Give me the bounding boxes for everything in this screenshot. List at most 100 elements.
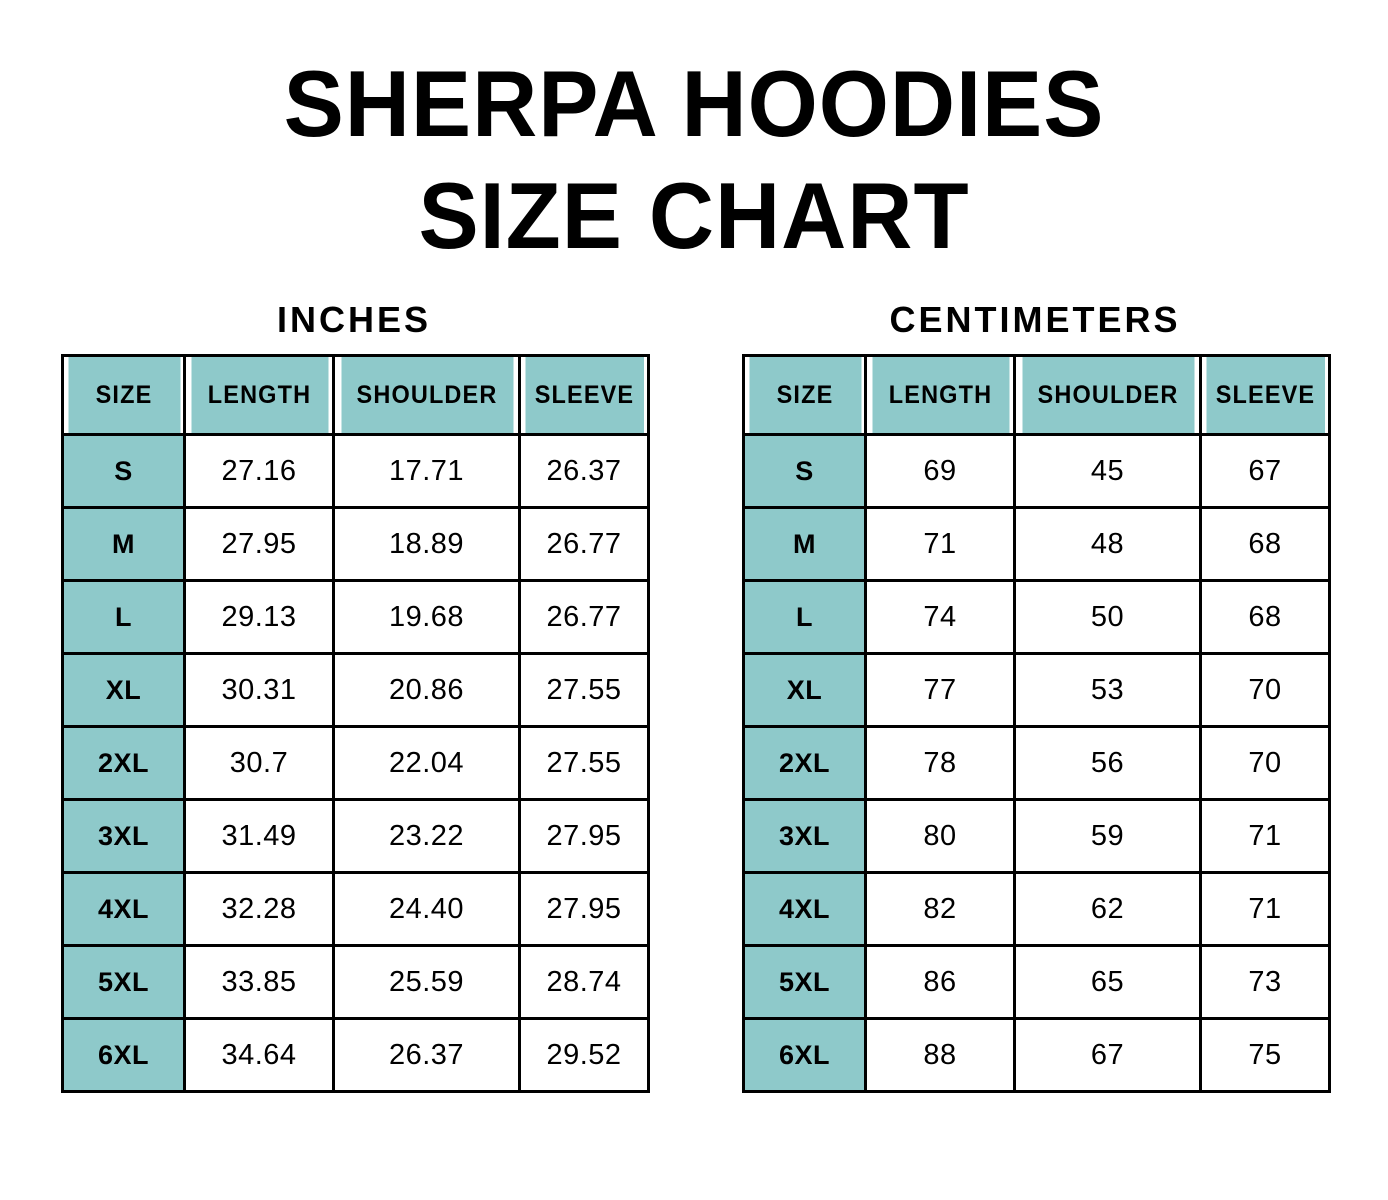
column-header-shoulder: SHOULDER — [337, 354, 516, 436]
table-row: 4XL 32.28 24.40 27.95 — [61, 871, 650, 947]
measurement-cell: 22.04 — [332, 725, 521, 801]
measurement-cell: 33.85 — [183, 944, 335, 1020]
measurement-cell: 48 — [1013, 506, 1202, 582]
table-row: L 29.13 19.68 26.77 — [61, 579, 650, 655]
size-label-cell: L — [742, 579, 867, 655]
table-row: 2XL 30.7 22.04 27.55 — [61, 725, 650, 801]
measurement-cell: 71 — [1199, 798, 1331, 874]
measurement-cell: 24.40 — [332, 871, 521, 947]
column-header-sleeve: SLEEVE — [1202, 354, 1328, 436]
measurement-cell: 62 — [1013, 871, 1202, 947]
section-label-centimeters: CENTIMETERS — [889, 299, 1181, 340]
column-header-sleeve: SLEEVE — [521, 354, 647, 436]
measurement-cell: 30.31 — [183, 652, 335, 728]
size-label-cell: S — [61, 433, 186, 509]
measurement-cell: 70 — [1199, 725, 1331, 801]
table-row: 3XL 80 59 71 — [742, 798, 1331, 874]
size-table-centimeters: SIZE LENGTH SHOULDER SLEEVE S 69 45 67 M 71 48… — [742, 354, 1331, 1093]
size-label-cell: L — [61, 579, 186, 655]
measurement-cell: 26.77 — [518, 506, 650, 582]
measurement-cell: 74 — [864, 579, 1016, 655]
measurement-cell: 50 — [1013, 579, 1202, 655]
size-label-cell: 2XL — [742, 725, 867, 801]
title-line-2: SIZE CHART — [418, 163, 970, 268]
measurement-cell: 77 — [864, 652, 1016, 728]
measurement-cell: 78 — [864, 725, 1016, 801]
column-header-size: SIZE — [64, 354, 183, 436]
measurement-cell: 27.55 — [518, 652, 650, 728]
measurement-cell: 26.37 — [332, 1017, 521, 1093]
measurement-cell: 68 — [1199, 579, 1331, 655]
measurement-cell: 65 — [1013, 944, 1202, 1020]
measurement-cell: 18.89 — [332, 506, 521, 582]
measurement-cell: 27.55 — [518, 725, 650, 801]
measurement-cell: 80 — [864, 798, 1016, 874]
size-label-cell: 5XL — [742, 944, 867, 1020]
column-header-shoulder: SHOULDER — [1018, 354, 1197, 436]
table-row: XL 77 53 70 — [742, 652, 1331, 728]
table-header-row: SIZE LENGTH SHOULDER SLEEVE — [744, 354, 1330, 436]
measurement-cell: 23.22 — [332, 798, 521, 874]
size-label-cell: 6XL — [742, 1017, 867, 1093]
measurement-cell: 70 — [1199, 652, 1331, 728]
measurement-cell: 86 — [864, 944, 1016, 1020]
measurement-cell: 34.64 — [183, 1017, 335, 1093]
column-header-length: LENGTH — [187, 354, 331, 436]
size-table-inches: SIZE LENGTH SHOULDER SLEEVE S 27.16 17.71 2… — [61, 354, 650, 1093]
measurement-cell: 27.95 — [518, 871, 650, 947]
measurement-cell: 28.74 — [518, 944, 650, 1020]
table-header-centimeters: SIZE LENGTH SHOULDER SLEEVE — [744, 354, 1330, 436]
table-row: 6XL 88 67 75 — [742, 1017, 1331, 1093]
measurement-cell: 56 — [1013, 725, 1202, 801]
measurement-cell: 29.13 — [183, 579, 335, 655]
title-line-1: SHERPA HOODIES — [283, 51, 1105, 156]
table-row: 4XL 82 62 71 — [742, 871, 1331, 947]
measurement-cell: 27.95 — [518, 798, 650, 874]
measurement-cell: 82 — [864, 871, 1016, 947]
size-label-cell: S — [742, 433, 867, 509]
measurement-cell: 71 — [1199, 871, 1331, 947]
table-row: M 27.95 18.89 26.77 — [61, 506, 650, 582]
measurement-cell: 53 — [1013, 652, 1202, 728]
section-label-inches: INCHES — [276, 299, 432, 340]
measurement-cell: 26.77 — [518, 579, 650, 655]
table-row: S 27.16 17.71 26.37 — [61, 433, 650, 509]
measurement-cell: 67 — [1199, 433, 1331, 509]
table-row: L 74 50 68 — [742, 579, 1331, 655]
measurement-cell: 69 — [864, 433, 1016, 509]
measurement-cell: 25.59 — [332, 944, 521, 1020]
measurement-cell: 31.49 — [183, 798, 335, 874]
size-label-cell: XL — [742, 652, 867, 728]
table-row: S 69 45 67 — [742, 433, 1331, 509]
table-row: 3XL 31.49 23.22 27.95 — [61, 798, 650, 874]
table-row: 2XL 78 56 70 — [742, 725, 1331, 801]
size-label-cell: 3XL — [61, 798, 186, 874]
column-header-length: LENGTH — [868, 354, 1012, 436]
measurement-cell: 27.16 — [183, 433, 335, 509]
size-label-cell: 4XL — [61, 871, 186, 947]
measurement-cell: 73 — [1199, 944, 1331, 1020]
measurement-cell: 68 — [1199, 506, 1331, 582]
size-label-cell: 6XL — [61, 1017, 186, 1093]
size-label-cell: 4XL — [742, 871, 867, 947]
table-row: 5XL 86 65 73 — [742, 944, 1331, 1020]
table-header-row: SIZE LENGTH SHOULDER SLEEVE — [63, 354, 649, 436]
page-title: SHERPA HOODIES SIZE CHART — [0, 48, 1388, 272]
measurement-cell: 32.28 — [183, 871, 335, 947]
measurement-cell: 17.71 — [332, 433, 521, 509]
measurement-cell: 26.37 — [518, 433, 650, 509]
size-label-cell: M — [61, 506, 186, 582]
table-header-inches: SIZE LENGTH SHOULDER SLEEVE — [63, 354, 649, 436]
measurement-cell: 20.86 — [332, 652, 521, 728]
measurement-cell: 88 — [864, 1017, 1016, 1093]
measurement-cell: 30.7 — [183, 725, 335, 801]
measurement-cell: 59 — [1013, 798, 1202, 874]
measurement-cell: 75 — [1199, 1017, 1331, 1093]
column-header-size: SIZE — [745, 354, 864, 436]
size-label-cell: 5XL — [61, 944, 186, 1020]
size-label-cell: 3XL — [742, 798, 867, 874]
measurement-cell: 45 — [1013, 433, 1202, 509]
size-label-cell: 2XL — [61, 725, 186, 801]
table-row: XL 30.31 20.86 27.55 — [61, 652, 650, 728]
size-label-cell: XL — [61, 652, 186, 728]
